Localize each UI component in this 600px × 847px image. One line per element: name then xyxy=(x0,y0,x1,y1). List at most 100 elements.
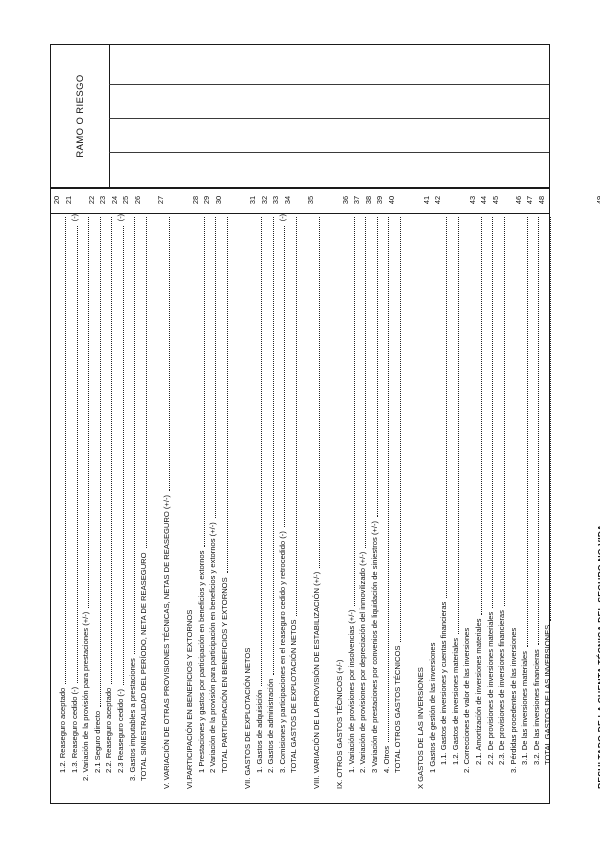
line-number: 32 xyxy=(259,195,269,204)
dot-leader xyxy=(202,216,205,547)
form-line-item: 2.2. Reaseguro aceptado xyxy=(103,214,115,789)
form-line-spacer xyxy=(230,214,242,789)
dot-leader xyxy=(98,216,101,707)
dot-leader xyxy=(445,216,448,598)
amount-columns-area: RAMO O RIESGO xyxy=(51,44,549,188)
form-line-item: 1 Gastos de gestión de las inversiones xyxy=(427,214,439,789)
dot-leader xyxy=(479,216,482,615)
form-line-spacer xyxy=(577,214,589,789)
dot-leader xyxy=(456,216,459,634)
form-line-item: V. VARIACIÓN DE OTRAS PROVISIONES TÉCNIC… xyxy=(161,214,173,789)
line-number: 44 xyxy=(479,195,489,204)
form-line-label: VII. GASTOS DE EXPLOTACIÓN NETOS xyxy=(243,647,253,789)
line-number-empty xyxy=(224,187,236,213)
line-item-label-column: 1.2. Reaseguro aceptado 1.3. Reaseguro ce… xyxy=(51,214,600,803)
line-number-empty xyxy=(409,187,421,213)
dot-leader xyxy=(537,216,540,645)
form-line-item: 2.1. Amortización de inversiones materia… xyxy=(473,214,485,789)
line-number: 28 xyxy=(190,195,200,204)
form-line-item: 2.3 Reaseguro cedido (-) (-) xyxy=(115,214,127,789)
dot-leader xyxy=(549,216,552,621)
dot-leader xyxy=(75,225,78,683)
dot-leader xyxy=(398,216,401,642)
dot-leader xyxy=(283,225,286,527)
form-line-item: 2.2. De provisiones de inversiones mater… xyxy=(484,214,496,789)
line-number: 33 xyxy=(271,195,281,204)
form-line-item: 3. Gastos imputables a prestaciones xyxy=(126,214,138,789)
form-line-item: 1.2. Gastos de inversiones materiales xyxy=(450,214,462,789)
form-line-label: 2.1. Amortización de inversiones materia… xyxy=(473,618,483,765)
dot-leader xyxy=(387,216,390,742)
form-line-label: 2. Correcciones de valor de las inversio… xyxy=(462,627,472,773)
negative-marker: (-) xyxy=(116,213,125,221)
form-line-item: 2. Variación de provisiones por deprecia… xyxy=(357,214,369,789)
line-number: 24 xyxy=(109,195,119,204)
form-line-item: 1.1. Gastos de inversiones y cuentas fin… xyxy=(438,214,450,789)
form-line-item: 2. Gastos de administración xyxy=(265,214,277,789)
form-line-spacer xyxy=(323,214,335,789)
form-line-item: TOTAL SINIESTRALIDAD DEL PERÍODO, NETA D… xyxy=(138,214,150,789)
line-number: 35 xyxy=(306,195,316,204)
form-line-spacer xyxy=(172,214,184,789)
line-number: 37 xyxy=(352,195,362,204)
form-line-spacer xyxy=(565,214,577,789)
form-sheet: 1.2. Reaseguro aceptado 1.3. Reaseguro ce… xyxy=(50,43,600,804)
line-number-list: 20 21 22 23 24 25 26 27 28 29 30 31 32 33 34 35 36 37 38 39… xyxy=(51,187,600,213)
form-line-item: VII. GASTOS DE EXPLOTACIÓN NETOS xyxy=(242,214,254,789)
line-number: 45 xyxy=(490,195,500,204)
line-number: 26 xyxy=(132,195,142,204)
form-line-label: 3.2. De las inversiones financieras xyxy=(531,648,541,765)
resultado-line-number: 49 xyxy=(595,195,600,204)
form-line-item: X GASTOS DE LAS INVERSIONES xyxy=(415,214,427,789)
line-number: 29 xyxy=(202,195,212,204)
line-number: 34 xyxy=(282,195,292,204)
form-line-label: 2. Variación de provisiones por deprecia… xyxy=(358,551,368,773)
form-line-label: 1. Variación de provisiones por insolven… xyxy=(346,609,356,773)
line-number: 36 xyxy=(340,195,350,204)
ramo-o-riesgo-header: RAMO O RIESGO xyxy=(51,44,110,187)
form-line-label: X GASTOS DE LAS INVERSIONES xyxy=(416,666,426,789)
form-line-label: 3. Pérdidas procedentes de las inversion… xyxy=(508,627,518,773)
form-line-item: 1. Variación de provisiones por insolven… xyxy=(346,214,358,789)
line-number: 30 xyxy=(213,195,223,204)
form-line-item: VIII. VARIACIÓN DE LA PROVISIÓN DE ESTAB… xyxy=(311,214,323,789)
form-line-label: 1 Prestaciones y gastos por participació… xyxy=(196,550,206,773)
column-divider-3 xyxy=(109,83,549,85)
line-number-empty xyxy=(571,187,583,213)
form-line-label: 2.2. De provisiones de inversiones mater… xyxy=(485,611,495,765)
form-line-item: 1. Gastos de adquisición xyxy=(253,214,265,789)
resultado-label-wrap: RESULTADO DE LA CUENTA TÉCNICA DEL SEGUR… xyxy=(596,524,600,789)
line-number: 46 xyxy=(513,195,523,204)
line-item-rows: 1.2. Reaseguro aceptado 1.3. Reaseguro ce… xyxy=(57,214,600,789)
line-number: 47 xyxy=(525,195,535,204)
form-line-item: 1.3. Reaseguro cedido (-) (-) xyxy=(69,214,81,789)
dot-leader xyxy=(144,216,147,548)
line-number: 41 xyxy=(421,195,431,204)
form-line-item: 2 Variación de la provisión para partici… xyxy=(207,214,219,789)
line-number: 42 xyxy=(433,195,443,204)
line-number: 43 xyxy=(467,195,477,204)
line-number: 20 xyxy=(52,195,61,204)
dot-leader xyxy=(64,216,67,684)
line-number: 27 xyxy=(155,195,165,204)
form-line-item: 1 Prestaciones y gastos por participació… xyxy=(196,214,208,789)
line-number: 40 xyxy=(386,195,396,204)
line-number-empty xyxy=(397,187,409,213)
line-number-empty xyxy=(317,187,329,213)
line-number-empty xyxy=(178,187,190,213)
dot-leader xyxy=(318,216,321,568)
line-number: 48 xyxy=(536,195,546,204)
line-number-empty xyxy=(501,187,513,213)
line-number-empty xyxy=(74,187,86,213)
dot-leader xyxy=(121,225,124,685)
form-line-label: TOTAL SINIESTRALIDAD DEL PERÍODO, NETA D… xyxy=(139,551,149,781)
dot-leader xyxy=(271,216,274,675)
dot-leader xyxy=(87,216,90,608)
form-line-item: 2.3. De provisiones de inversiones finan… xyxy=(496,214,508,789)
form-line-label: 3.1. De las inversiones materiales xyxy=(520,650,530,765)
form-line-item: 3. Comisiones y participaciones en el re… xyxy=(276,214,288,789)
line-number-empty xyxy=(328,187,340,213)
form-line-spacer xyxy=(554,214,566,789)
form-line-label: 3 Variación de prestaciones por convenio… xyxy=(370,520,380,773)
form-line-label: 2.3. De provisiones de inversiones finan… xyxy=(497,609,507,765)
